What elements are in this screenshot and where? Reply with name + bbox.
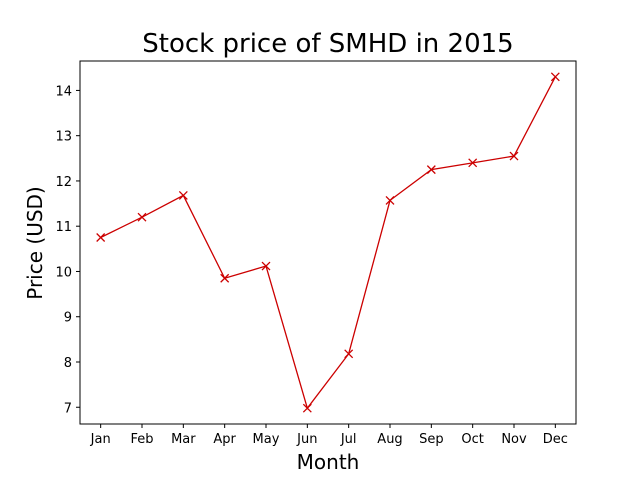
data-point-marker	[302, 403, 312, 413]
data-point-marker	[385, 195, 395, 205]
plot-area-frame	[79, 60, 577, 425]
y-tick-label: 12	[55, 175, 72, 190]
y-tick-label: 14	[55, 84, 72, 99]
x-axis-label: Month	[297, 450, 360, 474]
data-point-marker	[261, 261, 271, 271]
x-tick-label: Aug	[377, 432, 402, 447]
x-tick-label: Nov	[501, 432, 527, 447]
x-tick-label: May	[253, 432, 280, 447]
x-tick-label: Oct	[461, 432, 483, 447]
x-tick-label: Jan	[90, 432, 111, 447]
x-tick-label: Jul	[340, 432, 357, 447]
y-tick-label: 13	[55, 130, 72, 145]
y-tick-label: 7	[64, 401, 72, 416]
x-tick-label: Mar	[171, 432, 196, 447]
data-point-marker	[550, 72, 560, 82]
series-layer	[96, 72, 560, 413]
y-axis-label: Price (USD)	[23, 186, 47, 300]
chart-title: Stock price of SMHD in 2015	[142, 29, 513, 59]
data-point-marker	[426, 165, 436, 175]
data-point-marker	[137, 212, 147, 222]
data-point-marker	[178, 190, 188, 200]
y-tick-label: 11	[55, 220, 72, 235]
data-point-marker	[509, 151, 519, 161]
y-tick-label: 10	[55, 265, 72, 280]
axis-ticks: Jan Feb Mar Apr May Jun Jul Aug Sep Oct Nov Dec 7 8 9 1…	[55, 84, 567, 447]
data-point-marker	[344, 349, 354, 359]
x-tick-label: Feb	[130, 432, 153, 447]
x-tick-label: Apr	[213, 432, 236, 447]
x-tick-label: Dec	[543, 432, 568, 447]
x-tick-label: Sep	[419, 432, 444, 447]
x-tick-label: Jun	[296, 432, 317, 447]
y-tick-label: 9	[64, 311, 72, 326]
data-point-marker	[220, 273, 230, 283]
y-tick-label: 8	[64, 356, 72, 371]
series-line	[100, 76, 556, 410]
data-point-marker	[96, 233, 106, 242]
data-point-marker	[468, 158, 478, 168]
